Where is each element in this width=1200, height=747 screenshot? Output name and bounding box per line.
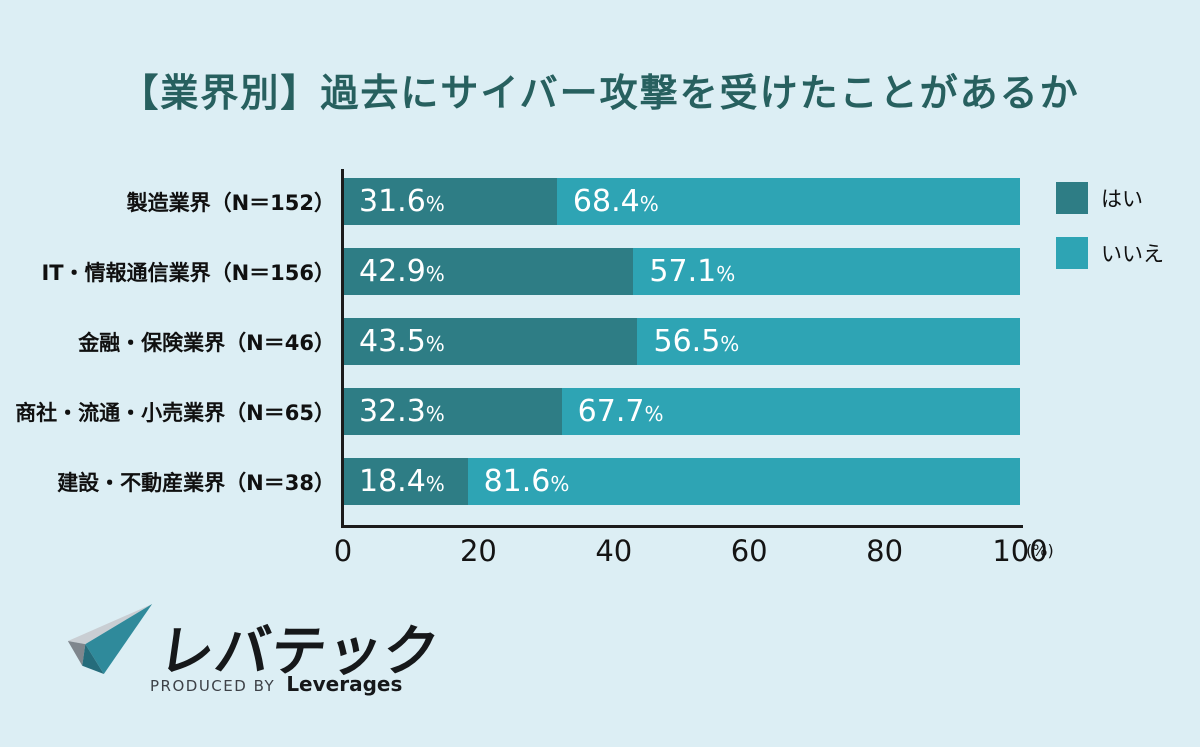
bar-value-label: 43.5% (359, 324, 445, 359)
category-label: 建設・不動産業界（N＝38） (57, 470, 335, 495)
x-tick-label: 0 (333, 534, 353, 568)
bar-value-label: 81.6% (483, 464, 570, 499)
x-tick-label: 20 (459, 534, 497, 568)
bar-value-label: 56.5% (653, 324, 740, 359)
produced-by-label: PRODUCED BY (150, 677, 276, 695)
bar-segment-no: 81.6% (467, 458, 1020, 505)
x-tick-label: 100 (992, 534, 1048, 568)
stacked-bar: 43.5% 56.5% (343, 318, 1020, 365)
bar-segment-no: 57.1% (633, 248, 1020, 295)
category-label: 製造業界（N＝152） (126, 190, 335, 215)
chart-title: 【業界別】過去にサイバー攻撃を受けたことがあるか (120, 71, 1080, 115)
stacked-bar: 32.3% 67.7% (343, 388, 1020, 435)
legend-item-yes: はい (1056, 182, 1143, 214)
x-tick-label: 80 (866, 534, 904, 568)
x-axis-line (341, 525, 1023, 528)
bar-value-label: 32.3% (359, 394, 445, 429)
bar-segment-yes: 32.3% (343, 388, 562, 435)
bar-value-label: 68.4% (572, 184, 659, 219)
bar-segment-yes: 42.9% (343, 248, 634, 295)
stacked-bar: 18.4% 81.6% (343, 458, 1020, 505)
levtech-logo-icon (67, 604, 153, 674)
leverages-label: Leverages (286, 672, 403, 696)
legend-swatch (1056, 237, 1088, 269)
bar-segment-yes: 31.6% (343, 178, 557, 225)
legend-swatch (1056, 182, 1088, 214)
bar-value-label: 57.1% (649, 254, 736, 289)
bar-value-label: 42.9% (359, 254, 445, 289)
category-label: IT・情報通信業界（N＝156） (41, 260, 335, 285)
legend-label: はい (1101, 187, 1143, 211)
category-label: 商社・流通・小売業界（N＝65） (15, 400, 335, 425)
bar-value-label: 18.4% (359, 464, 445, 499)
x-axis-unit: (%) (1026, 541, 1054, 560)
legend-label: いいえ (1101, 242, 1164, 266)
bar-segment-no: 67.7% (561, 388, 1020, 435)
stacked-bar: 31.6% 68.4% (343, 178, 1020, 225)
y-axis-line (341, 169, 344, 528)
legend-item-no: いいえ (1056, 237, 1164, 269)
x-tick-label: 60 (730, 534, 768, 568)
bar-segment-yes: 18.4% (343, 458, 468, 505)
bar-segment-no: 68.4% (556, 178, 1020, 225)
bar-value-label: 31.6% (359, 184, 445, 219)
category-label: 金融・保険業界（N＝46） (78, 330, 335, 355)
bar-segment-no: 56.5% (637, 318, 1020, 365)
stacked-bar: 42.9% 57.1% (343, 248, 1020, 295)
bar-value-label: 67.7% (577, 394, 664, 429)
x-tick-label: 40 (595, 534, 633, 568)
bar-segment-yes: 43.5% (343, 318, 638, 365)
produced-by-line: PRODUCED BY Leverages (150, 672, 402, 696)
